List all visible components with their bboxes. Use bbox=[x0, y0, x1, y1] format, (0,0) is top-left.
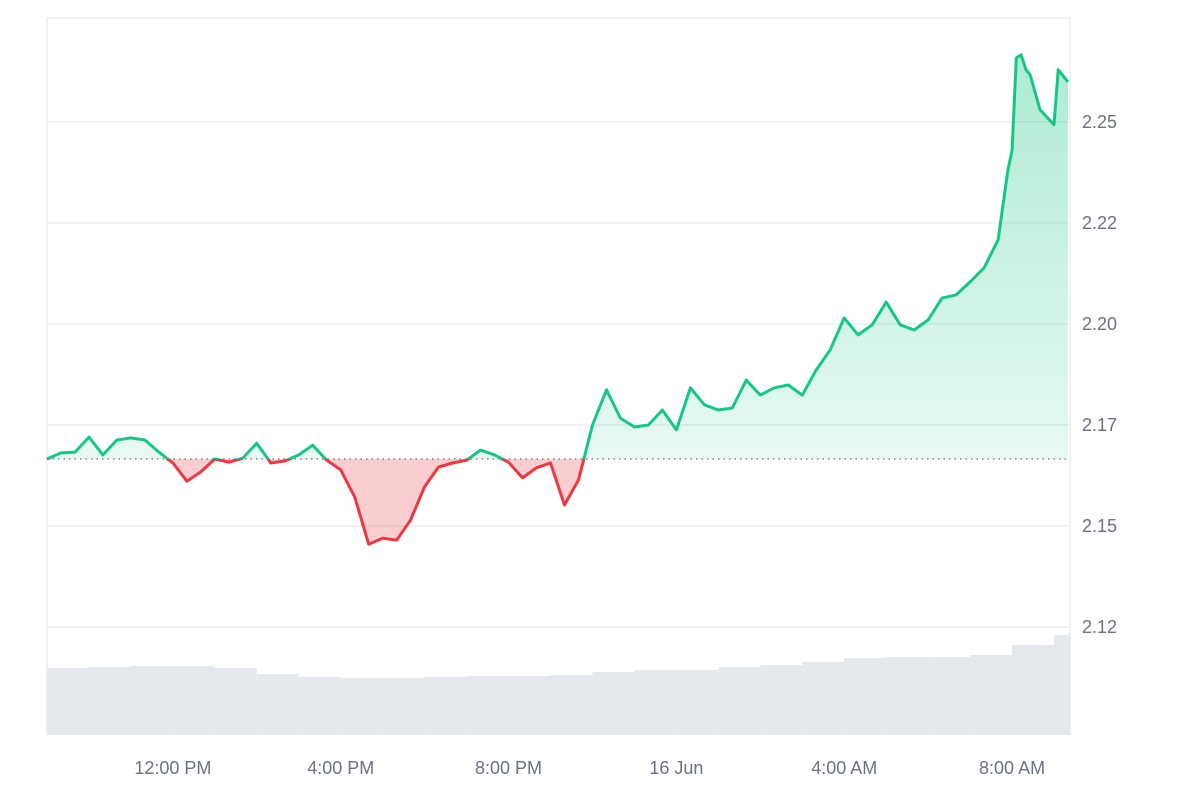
price-lines bbox=[46, 53, 1070, 546]
area-below-baseline bbox=[47, 458, 1068, 545]
plot-border bbox=[46, 17, 1071, 735]
volume-bar bbox=[214, 668, 257, 735]
volume-bar bbox=[970, 655, 1013, 735]
volume-bar bbox=[1012, 645, 1055, 735]
volume-bar bbox=[256, 674, 299, 735]
volume-bar bbox=[760, 665, 803, 735]
x-tick-label: 16 Jun bbox=[649, 758, 703, 778]
volume-bar bbox=[424, 677, 467, 735]
volume-bar bbox=[466, 676, 509, 735]
x-tick-label: 4:00 AM bbox=[811, 758, 877, 778]
volume-bar bbox=[676, 670, 719, 735]
volume-bar bbox=[47, 668, 89, 735]
price-areas bbox=[47, 54, 1068, 545]
volume-bar bbox=[382, 678, 425, 735]
volume-bar bbox=[802, 662, 845, 735]
volume-bar bbox=[886, 657, 929, 735]
y-tick-label: 2.15 bbox=[1082, 516, 1117, 536]
x-tick-label: 8:00 PM bbox=[475, 758, 542, 778]
volume-bar bbox=[298, 677, 341, 735]
volume-bar bbox=[1068, 633, 1070, 735]
y-tick-label: 2.20 bbox=[1082, 314, 1117, 334]
volume-bar bbox=[130, 666, 173, 735]
y-tick-label: 2.17 bbox=[1082, 415, 1117, 435]
volume-bar bbox=[718, 667, 761, 735]
volume-bar bbox=[550, 675, 593, 735]
y-axis-labels: 2.25 2.22 2.20 2.17 2.15 2.12 bbox=[1082, 112, 1117, 637]
volume-bar bbox=[592, 672, 635, 735]
price-line-down bbox=[46, 458, 586, 546]
x-tick-label: 12:00 PM bbox=[134, 758, 211, 778]
x-tick-label: 4:00 PM bbox=[307, 758, 374, 778]
volume-bar bbox=[1054, 635, 1068, 735]
volume-bar bbox=[172, 666, 215, 735]
volume-bar bbox=[340, 678, 383, 735]
x-axis-labels: 12:00 PM 4:00 PM 8:00 PM 16 Jun 4:00 AM 8:00 … bbox=[134, 758, 1045, 778]
gridlines bbox=[47, 121, 1070, 628]
y-tick-label: 2.22 bbox=[1082, 213, 1117, 233]
x-tick-label: 8:00 AM bbox=[979, 758, 1045, 778]
y-tick-label: 2.25 bbox=[1082, 112, 1117, 132]
volume-bars bbox=[47, 633, 1070, 735]
price-line-up bbox=[46, 53, 1070, 459]
y-tick-label: 2.12 bbox=[1082, 617, 1117, 637]
volume-bar bbox=[508, 676, 551, 735]
area-above-baseline bbox=[47, 54, 1068, 459]
volume-bar bbox=[844, 658, 887, 735]
plot-frame bbox=[46, 17, 1071, 735]
volume-bar bbox=[928, 657, 971, 735]
volume-bar bbox=[88, 667, 131, 735]
volume-bar bbox=[634, 670, 677, 735]
